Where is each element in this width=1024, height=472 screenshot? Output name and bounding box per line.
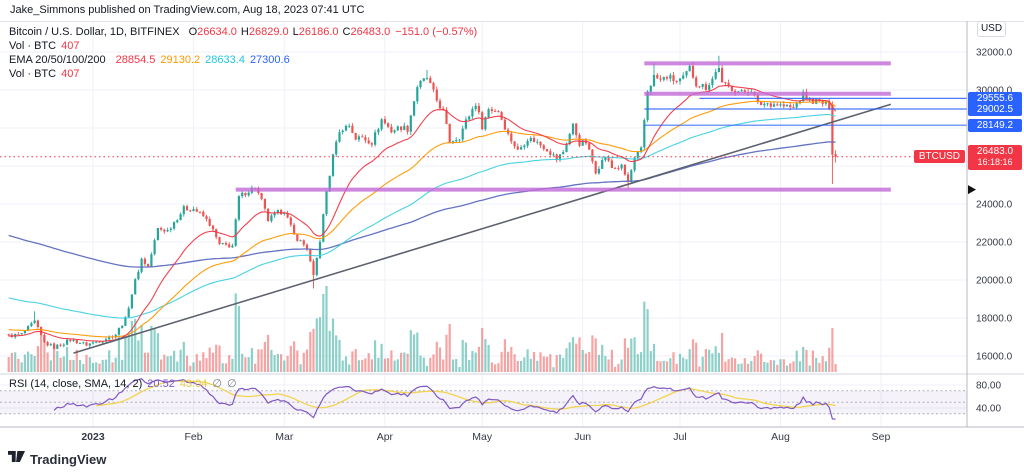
- trendline: [73, 103, 892, 354]
- currency-toggle-button[interactable]: USD: [977, 21, 1006, 37]
- svg-text:32000.0: 32000.0: [976, 48, 1013, 59]
- rsi-line: [53, 378, 836, 420]
- axis-marker-triangle: [968, 185, 976, 195]
- ohlc-h-value: 26829.0: [248, 26, 289, 38]
- svg-text:24000.0: 24000.0: [976, 200, 1013, 211]
- ohlc-l-label: L: [292, 26, 299, 38]
- svg-text:26000.0: 26000.0: [976, 162, 1013, 173]
- symbol-title: Bitcoin / U.S. Dollar, 1D, BITFINEX: [9, 26, 180, 38]
- volume-series: [7, 286, 837, 372]
- time-axis-labels[interactable]: 2023 Feb Mar Apr May Jun Jul Aug Sep: [81, 431, 890, 443]
- price-scale-labels[interactable]: 32000.0 30000.0 28000.0 26000.0 24000.0 22000…: [976, 48, 1013, 415]
- svg-text:20000.0: 20000.0: [976, 276, 1013, 287]
- svg-text:Sep: Sep: [872, 431, 891, 443]
- tradingview-brand-text: TradingView: [30, 451, 107, 467]
- svg-text:Jun: Jun: [574, 431, 591, 443]
- svg-text:18000.0: 18000.0: [976, 314, 1013, 325]
- change-value: −151.0 (−0.57%): [395, 26, 478, 38]
- svg-text:28000.0: 28000.0: [976, 124, 1013, 135]
- volume-value: 407: [61, 40, 80, 52]
- tradingview-logo-icon: [8, 449, 25, 469]
- rsi-pane: [0, 378, 967, 420]
- axes[interactable]: [0, 21, 1024, 428]
- svg-text:22000.0: 22000.0: [976, 238, 1013, 249]
- rsi-hidden-value-2: ∅: [226, 378, 237, 390]
- ohlc-h-label: H: [240, 26, 249, 38]
- volume-value-2: 407: [61, 68, 80, 80]
- ohlc-o-value: 26634.0: [197, 26, 237, 38]
- svg-text:80.00: 80.00: [976, 381, 1001, 392]
- ema-label: EMA 20/50/100/200: [9, 54, 106, 66]
- candlestick-series: [7, 55, 837, 350]
- chart-top-border: [0, 21, 1024, 22]
- svg-text:Mar: Mar: [275, 431, 294, 443]
- rsi-label: RSI (14, close, SMA, 14, 2): [9, 378, 143, 390]
- ema-50-line: [8, 100, 836, 338]
- ohlc-o-label: O: [188, 26, 198, 38]
- ema-200-line: [8, 141, 836, 268]
- svg-text:16000.0: 16000.0: [976, 352, 1013, 363]
- ohlc-c-label: C: [342, 26, 351, 38]
- rsi-hidden-value-1: ∅: [212, 378, 222, 390]
- published-line: Jake_Simmons published on TradingView.co…: [10, 4, 365, 16]
- legend-volume-row-1: Vol · BTC 407: [9, 39, 477, 53]
- legend-ema-row: EMA 20/50/100/200 28854.5 29130.2 28633.4 27…: [9, 53, 477, 67]
- svg-text:2023: 2023: [81, 431, 105, 443]
- svg-text:40.00: 40.00: [976, 404, 1001, 415]
- ema50-value: 29130.2: [160, 54, 201, 66]
- ema20-value: 28854.5: [115, 54, 156, 66]
- volume-label-2: Vol · BTC: [9, 68, 57, 80]
- tradingview-brand[interactable]: TradingView: [8, 449, 106, 469]
- ohlc-l-value: 26186.0: [298, 26, 339, 38]
- svg-text:Aug: Aug: [771, 431, 790, 443]
- svg-text:Jul: Jul: [673, 431, 686, 443]
- ema-100-line: [8, 113, 836, 319]
- rsi-legend: RSI (14, close, SMA, 14, 2) 20.52 43.04 ∅ ∅: [9, 377, 237, 390]
- rsi-ma-value: 43.04: [179, 378, 208, 390]
- svg-text:May: May: [472, 431, 493, 443]
- rsi-ma-line: [96, 380, 836, 410]
- ema100-value: 28633.4: [205, 54, 245, 66]
- ema200-value: 27300.6: [249, 54, 290, 66]
- svg-text:30000.0: 30000.0: [976, 86, 1013, 97]
- rsi-value: 20.52: [147, 378, 175, 390]
- grid: [0, 22, 967, 427]
- ohlc-c-value: 26483.0: [350, 26, 391, 38]
- legend-symbol-row: Bitcoin / U.S. Dollar, 1D, BITFINEX O2663…: [9, 25, 477, 39]
- svg-text:Apr: Apr: [377, 431, 394, 443]
- legend-volume-row-2: Vol · BTC 407: [9, 67, 477, 81]
- chart-legend: Bitcoin / U.S. Dollar, 1D, BITFINEX O2663…: [9, 25, 477, 81]
- volume-label: Vol · BTC: [9, 40, 57, 52]
- drawings[interactable]: [0, 61, 967, 354]
- svg-text:Feb: Feb: [184, 431, 202, 443]
